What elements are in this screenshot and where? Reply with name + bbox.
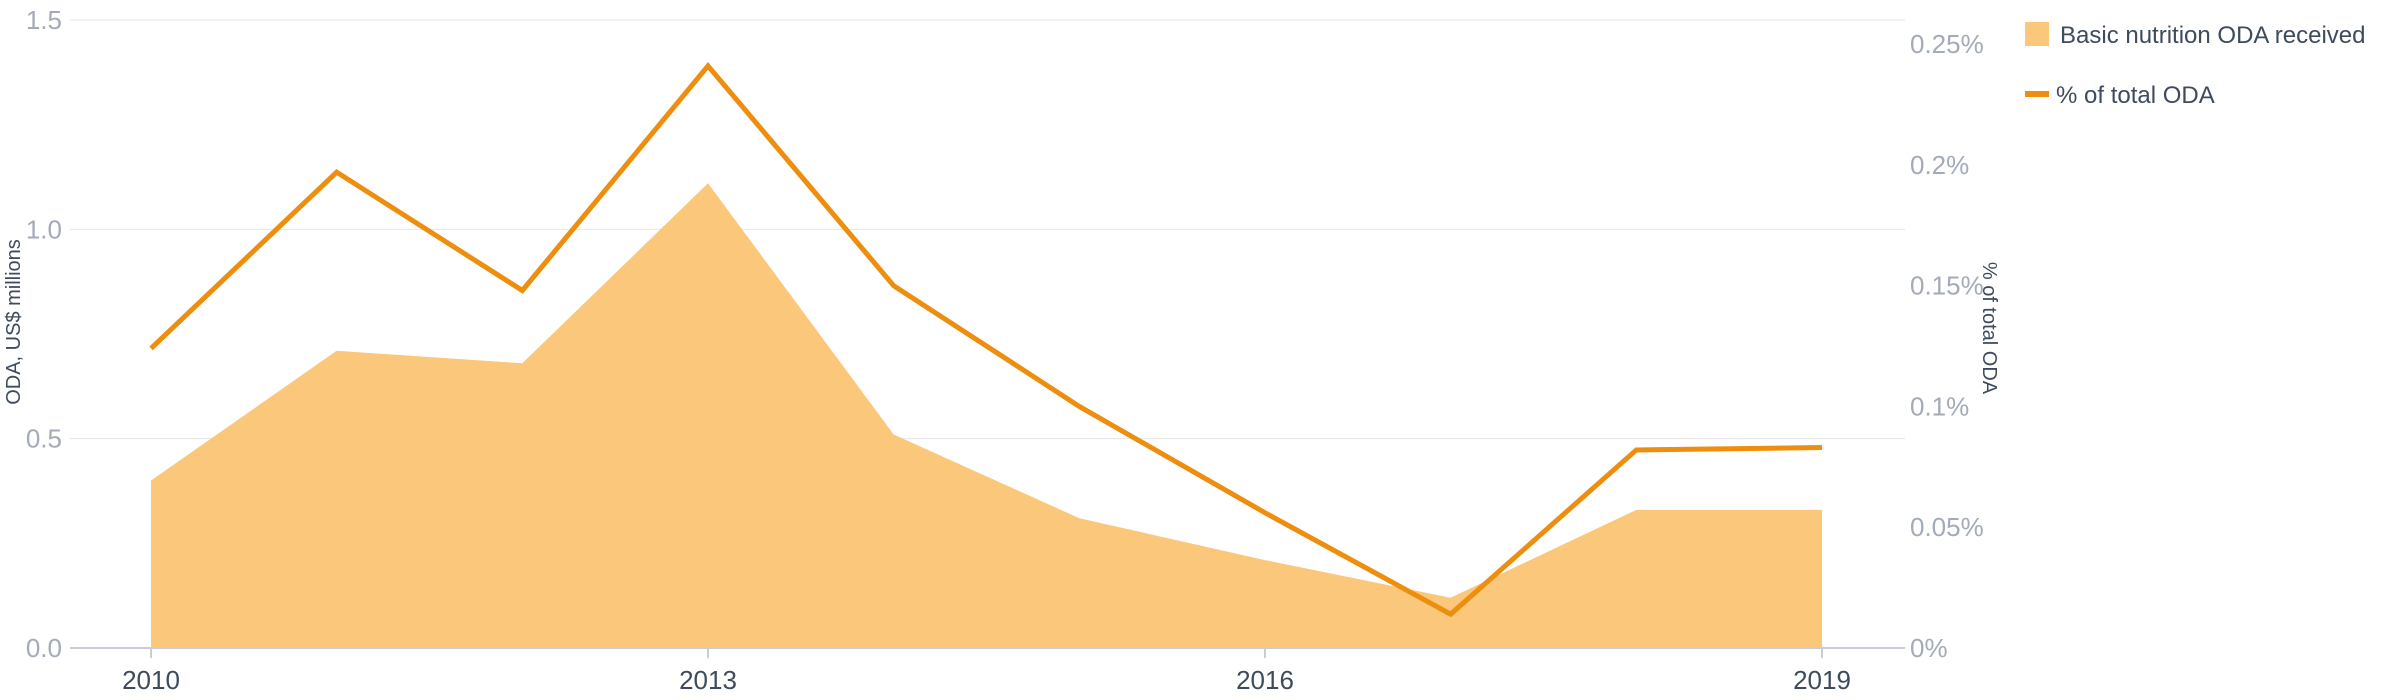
y-right-tick-label: 0.25% [1910,29,1984,59]
x-tick-label: 2019 [1793,665,1851,695]
y-left-tick-label: 0.5 [26,424,62,454]
area-series-basic-nutrition-oda [151,183,1822,648]
x-tick-label: 2013 [679,665,737,695]
axes: ODA, US$ millions % of total ODA 0.0 0.5 1… [3,5,2000,695]
y-left-tick-label: 0.0 [26,633,62,663]
y-left-tick-label: 1.0 [26,214,62,244]
x-tick-label: 2016 [1236,665,1294,695]
y-axis-right-title: % of total ODA [1978,262,2000,395]
legend-label-line: % of total ODA [2056,82,2215,109]
area-series-layer [151,183,1822,648]
line-series-pct-total-oda [149,61,1823,618]
y-right-tick-label: 0% [1910,633,1948,663]
y-right-tick-label: 0.2% [1910,150,1969,180]
y-axis-left-title: ODA, US$ millions [3,239,25,405]
y-right-tick-label: 0.15% [1910,271,1984,301]
legend: Basic nutrition ODA received % of total … [2025,22,2365,109]
legend-swatch-line [2025,91,2049,97]
y-left-tick-label: 1.5 [26,5,62,35]
line-series-layer [149,61,1823,618]
y-right-tick-label: 0.1% [1910,391,1969,421]
legend-label-area: Basic nutrition ODA received [2060,22,2365,49]
x-tick-label: 2010 [122,665,180,695]
legend-swatch-area [2025,22,2049,46]
y-right-tick-label: 0.05% [1910,512,1984,542]
